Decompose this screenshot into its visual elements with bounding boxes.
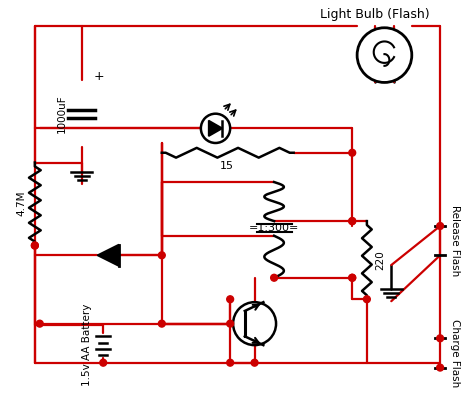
Circle shape <box>349 218 356 225</box>
Circle shape <box>227 359 234 366</box>
Circle shape <box>437 223 444 229</box>
Circle shape <box>357 28 412 83</box>
Circle shape <box>271 274 277 281</box>
Text: +: + <box>94 70 105 83</box>
Circle shape <box>227 296 234 303</box>
Circle shape <box>158 320 165 327</box>
Circle shape <box>201 114 230 143</box>
Text: Light Bulb (Flash): Light Bulb (Flash) <box>320 8 429 21</box>
Text: =1:300=: =1:300= <box>249 223 299 233</box>
Circle shape <box>349 274 356 281</box>
Circle shape <box>100 359 107 366</box>
Polygon shape <box>209 121 222 136</box>
Text: 15: 15 <box>220 162 234 172</box>
Text: 4.7M: 4.7M <box>16 191 26 216</box>
Circle shape <box>31 242 38 249</box>
Circle shape <box>349 218 356 225</box>
Circle shape <box>227 320 234 327</box>
Circle shape <box>36 320 43 327</box>
Circle shape <box>158 252 165 259</box>
Text: Charge Flash: Charge Flash <box>450 319 460 387</box>
Circle shape <box>364 296 370 303</box>
Circle shape <box>31 242 38 249</box>
Text: 1000uF: 1000uF <box>57 94 67 133</box>
Circle shape <box>233 302 276 345</box>
Circle shape <box>437 335 444 342</box>
Circle shape <box>349 274 356 281</box>
Text: Release Flash: Release Flash <box>450 205 460 276</box>
Circle shape <box>437 364 444 371</box>
Text: 1.5v AA Battery: 1.5v AA Battery <box>82 304 91 386</box>
Polygon shape <box>97 245 119 266</box>
Text: 220: 220 <box>375 250 385 270</box>
Circle shape <box>349 149 356 156</box>
Circle shape <box>251 359 258 366</box>
